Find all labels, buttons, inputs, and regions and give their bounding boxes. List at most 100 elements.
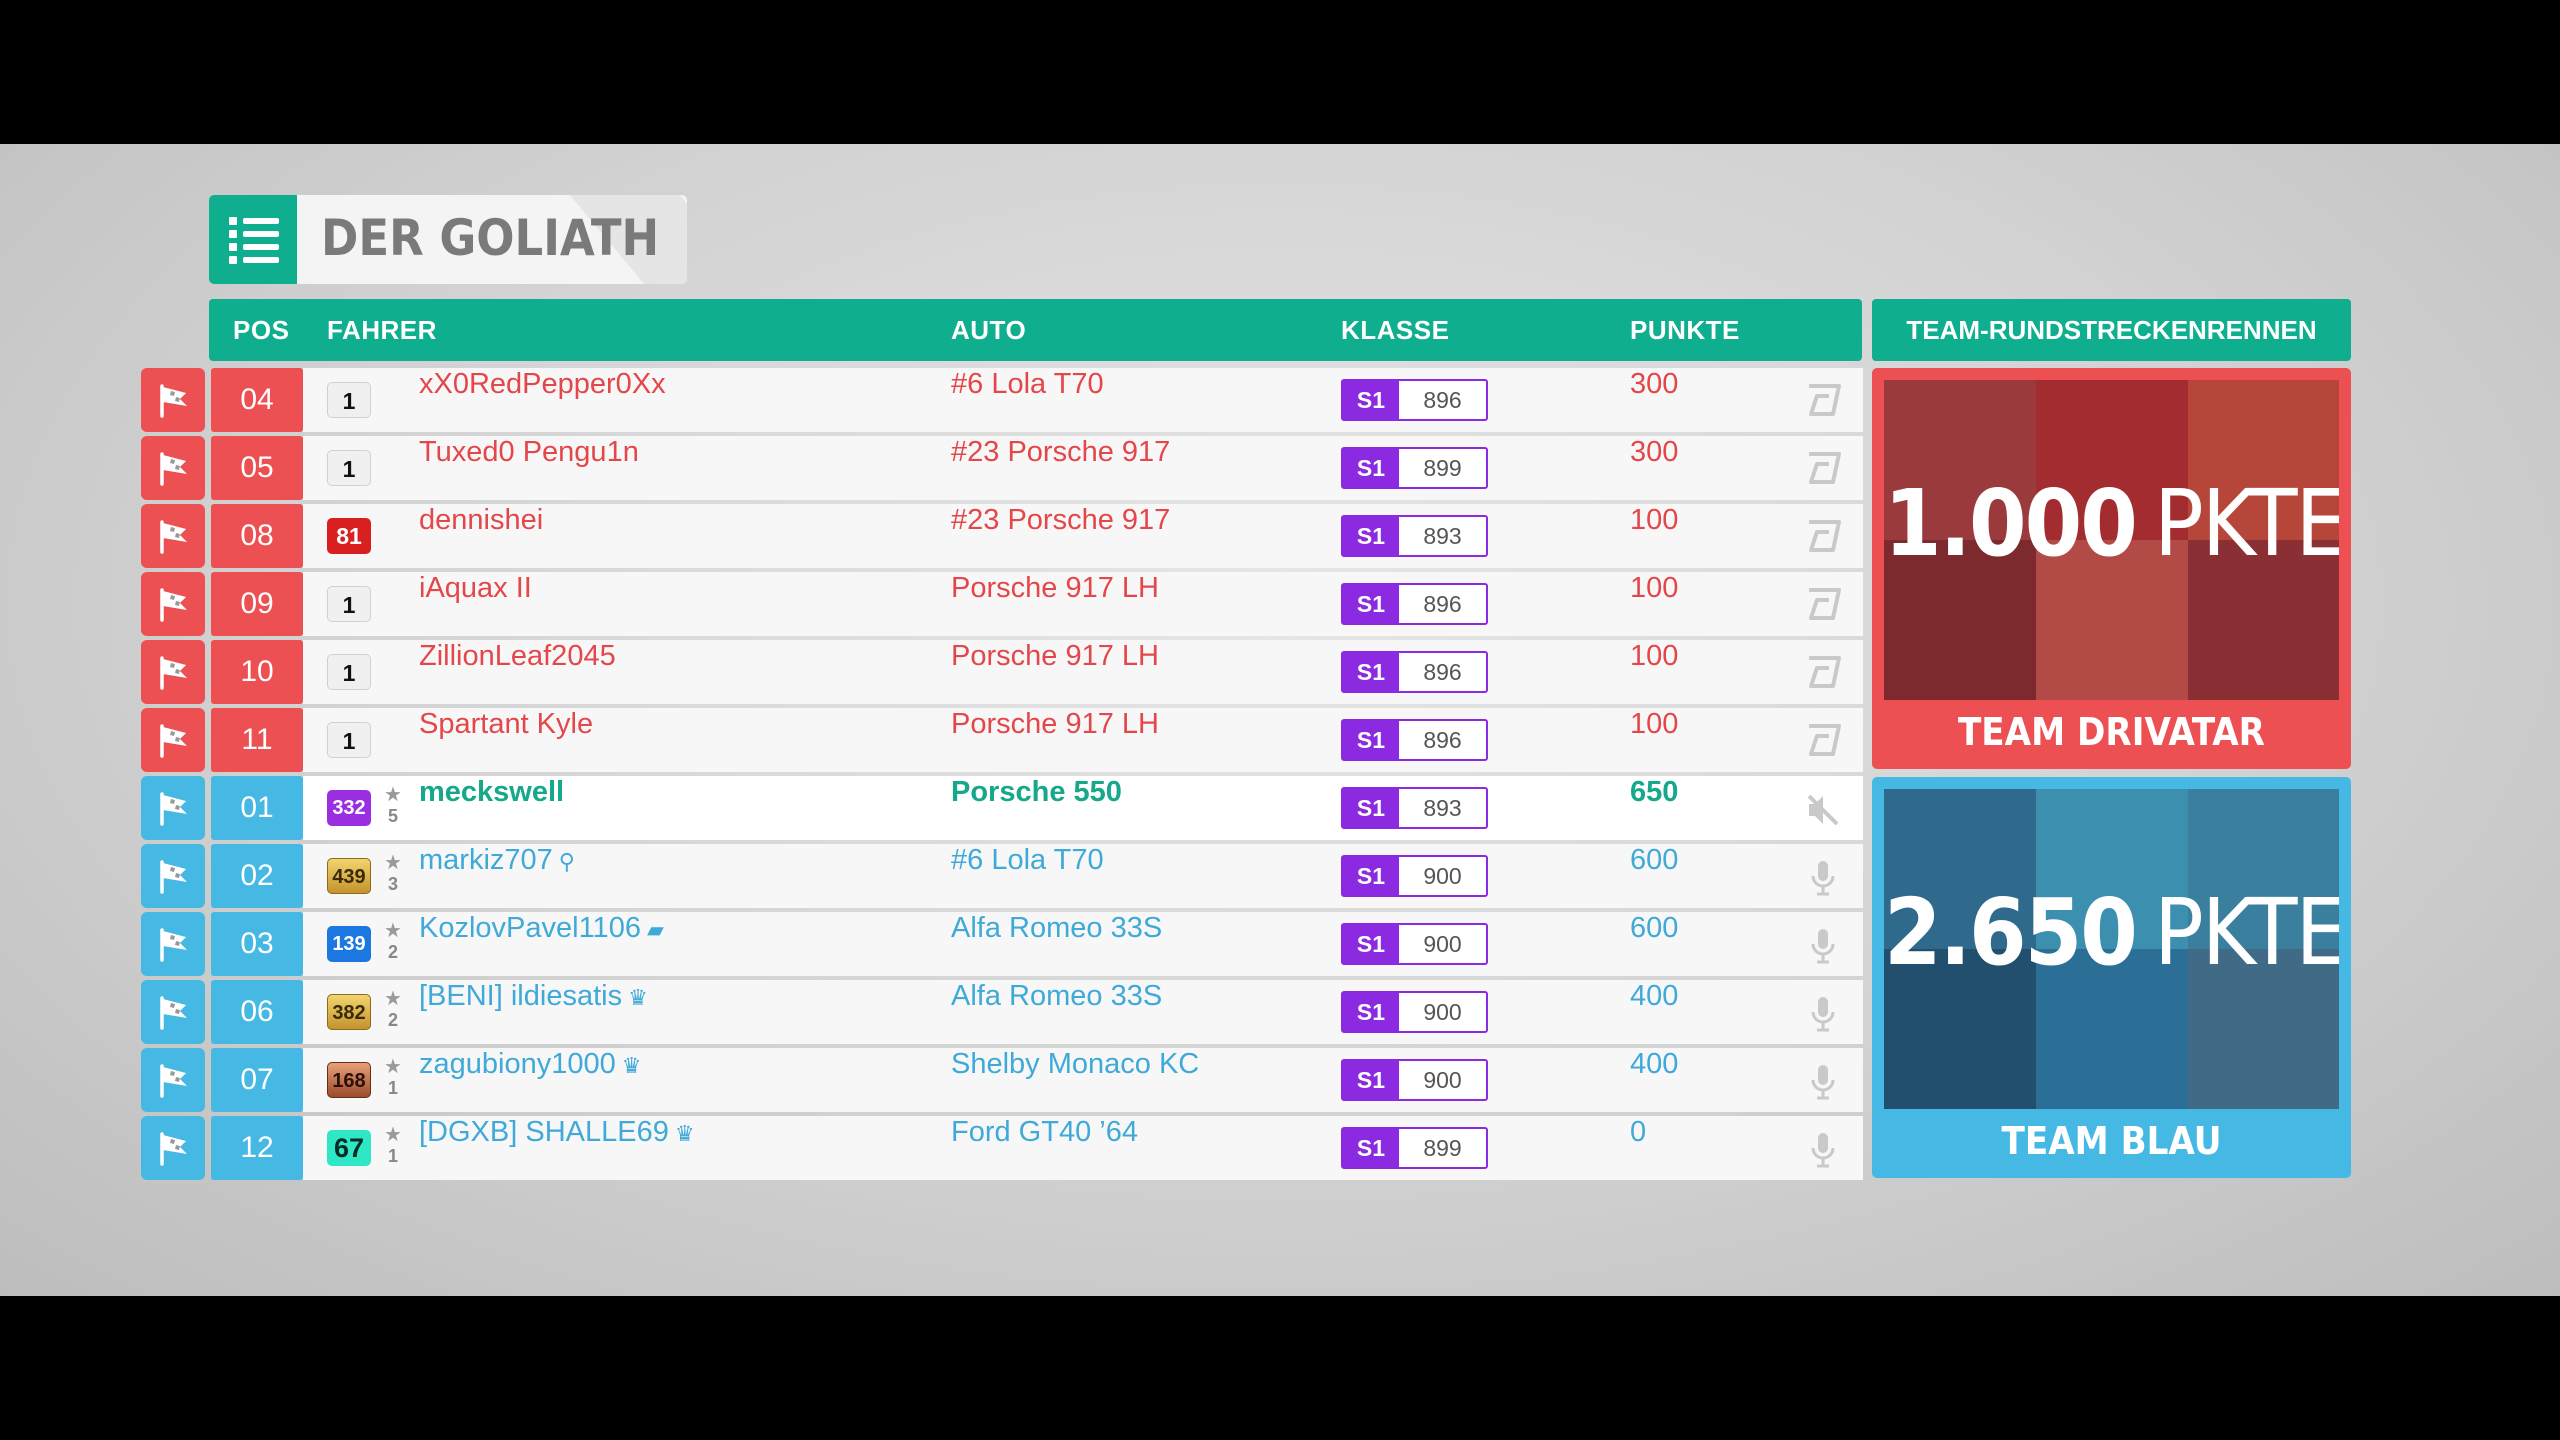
table-row[interactable]: 07 168 ★ 1 zagubiony1000 ♛ Shelby Monaco KC S1 9… (141, 1048, 1863, 1112)
points: 100 (1630, 504, 1679, 536)
driver-level-badge: 1 (327, 450, 371, 486)
drivatar-icon (1803, 654, 1843, 690)
driver-name[interactable]: dennishei (419, 504, 543, 537)
table-row[interactable]: 03 139 ★ 2 KozlovPavel1106 ▰ Alfa Romeo 33S S1 9… (141, 912, 1863, 976)
book-icon: ▰ (646, 917, 664, 942)
performance-index: 896 (1423, 387, 1462, 413)
driver-level-badge: 67 (327, 1130, 371, 1166)
car-name: Alfa Romeo 33S (951, 980, 1163, 1012)
performance-index: 893 (1423, 523, 1462, 549)
team-avatar-tile (2188, 949, 2339, 1109)
team-score-card: 1.000 PKTE TEAM DRIVATAR (1872, 368, 2351, 769)
key-icon: ⚲ (558, 849, 575, 874)
driver-name[interactable]: markiz707 ⚲ (419, 844, 575, 877)
driver-name[interactable]: Spartant Kyle (419, 708, 593, 741)
driver-name-text: [BENI] ildiesatis (419, 980, 623, 1012)
car-name: Alfa Romeo 33S (951, 912, 1163, 944)
team-score: 2.650 PKTE (1884, 879, 2339, 986)
car-name: Porsche 917 LH (951, 640, 1159, 672)
points: 300 (1630, 368, 1679, 400)
team-avatar-collage: 1.000 PKTE (1884, 380, 2339, 700)
team-flag-icon (141, 912, 205, 976)
team-flag-icon (141, 1048, 205, 1112)
table-row[interactable]: 11 1 Spartant Kyle Porsche 917 LH S1 896 100 (141, 708, 1863, 772)
team-score-value: 2.650 (1884, 879, 2138, 986)
driver-name[interactable]: iAquax II (419, 572, 532, 605)
table-row[interactable]: 05 1 Tuxed0 Pengu1n #23 Porsche 917 S1 899 300 (141, 436, 1863, 500)
class-letter: S1 (1343, 517, 1399, 555)
star-icon: ★ 3 (381, 852, 405, 895)
drivatar-icon (1803, 586, 1843, 622)
row-body: 1 Tuxed0 Pengu1n #23 Porsche 917 S1 899 300 (303, 436, 1863, 500)
col-driver: FAHRER (327, 315, 437, 345)
driver-name-text: dennishei (419, 504, 544, 536)
points: 100 (1630, 708, 1679, 740)
row-body: 439 ★ 3 markiz707 ⚲ #6 Lola T70 S1 900 600 (303, 844, 1863, 908)
mic-icon[interactable] (1803, 858, 1843, 896)
performance-index: 893 (1423, 795, 1462, 821)
car-name: Ford GT40 ’64 (951, 1116, 1138, 1148)
mic-icon[interactable] (1803, 994, 1843, 1032)
table-row[interactable]: 10 1 ZillionLeaf2045 Porsche 917 LH S1 896 100 (141, 640, 1863, 704)
driver-name-text: [DGXB] SHALLE69 (419, 1116, 669, 1148)
points: 600 (1630, 912, 1679, 944)
table-row[interactable]: 04 1 xX0RedPepper0Xx #6 Lola T70 S1 896 300 (141, 368, 1863, 432)
team-panel-title: TEAM-RUNDSTRECKENRENNEN (1872, 299, 2351, 361)
mic-icon[interactable] (1803, 926, 1843, 964)
star-count: 1 (387, 1146, 398, 1166)
table-row[interactable]: 12 67 ★ 1 [DGXB] SHALLE69 ♛ Ford GT40 ’64 S1 899… (141, 1116, 1863, 1180)
car-name: #23 Porsche 917 (951, 436, 1171, 468)
team-name: TEAM DRIVATAR (1957, 710, 2266, 754)
driver-name[interactable]: meckswell (419, 776, 564, 809)
row-body: 1 iAquax II Porsche 917 LH S1 896 100 (303, 572, 1863, 636)
driver-name-text: Spartant Kyle (419, 708, 594, 740)
class-badge: S1 896 (1341, 651, 1488, 693)
driver-name-text: iAquax II (419, 572, 532, 604)
class-badge: S1 893 (1341, 787, 1488, 829)
position: 11 (211, 708, 303, 772)
car-name: #6 Lola T70 (951, 368, 1104, 400)
driver-name[interactable]: [BENI] ildiesatis ♛ (419, 980, 648, 1013)
driver-name[interactable]: ZillionLeaf2045 (419, 640, 616, 673)
team-avatar-tile (2188, 540, 2339, 700)
driver-name[interactable]: KozlovPavel1106 ▰ (419, 912, 664, 945)
table-row[interactable]: 01 332 ★ 5 meckswell Porsche 550 S1 893 650 (141, 776, 1863, 840)
mic-muted-icon[interactable] (1803, 790, 1843, 826)
team-flag-icon (141, 640, 205, 704)
team-flag-icon (141, 844, 205, 908)
driver-name-text: meckswell (419, 776, 565, 808)
team-score: 1.000 PKTE (1884, 470, 2339, 577)
class-badge: S1 893 (1341, 515, 1488, 557)
table-row[interactable]: 06 382 ★ 2 [BENI] ildiesatis ♛ Alfa Romeo 33S S… (141, 980, 1863, 1044)
team-avatar-tile (2036, 789, 2188, 949)
driver-name[interactable]: [DGXB] SHALLE69 ♛ (419, 1116, 695, 1149)
team-flag-icon (141, 572, 205, 636)
list-icon (209, 195, 297, 284)
driver-name[interactable]: Tuxed0 Pengu1n (419, 436, 639, 469)
table-row[interactable]: 09 1 iAquax II Porsche 917 LH S1 896 100 (141, 572, 1863, 636)
team-flag-icon (141, 980, 205, 1044)
class-badge: S1 900 (1341, 923, 1488, 965)
mic-icon[interactable] (1803, 1062, 1843, 1100)
star-icon: ★ 1 (381, 1124, 405, 1167)
points: 300 (1630, 436, 1679, 468)
driver-name[interactable]: zagubiony1000 ♛ (419, 1048, 641, 1081)
team-flag-icon (141, 436, 205, 500)
table-row[interactable]: 08 81 dennishei #23 Porsche 917 S1 893 100 (141, 504, 1863, 568)
star-icon: ★ 2 (381, 920, 405, 963)
col-class: KLASSE (1341, 315, 1450, 345)
drivatar-icon (1803, 518, 1843, 554)
class-letter: S1 (1343, 1129, 1399, 1167)
drivatar-icon (1803, 382, 1843, 418)
class-letter: S1 (1343, 585, 1399, 623)
class-badge: S1 900 (1341, 1059, 1488, 1101)
star-count: 5 (387, 806, 398, 826)
mic-icon[interactable] (1803, 1130, 1843, 1168)
points: 100 (1630, 572, 1679, 604)
driver-name[interactable]: xX0RedPepper0Xx (419, 368, 666, 401)
table-row[interactable]: 02 439 ★ 3 markiz707 ⚲ #6 Lola T70 S1 900 600 (141, 844, 1863, 908)
team-avatar-tile (2188, 380, 2339, 540)
driver-name-text: xX0RedPepper0Xx (419, 368, 666, 400)
row-body: 1 Spartant Kyle Porsche 917 LH S1 896 100 (303, 708, 1863, 772)
star-count: 1 (387, 1078, 398, 1098)
